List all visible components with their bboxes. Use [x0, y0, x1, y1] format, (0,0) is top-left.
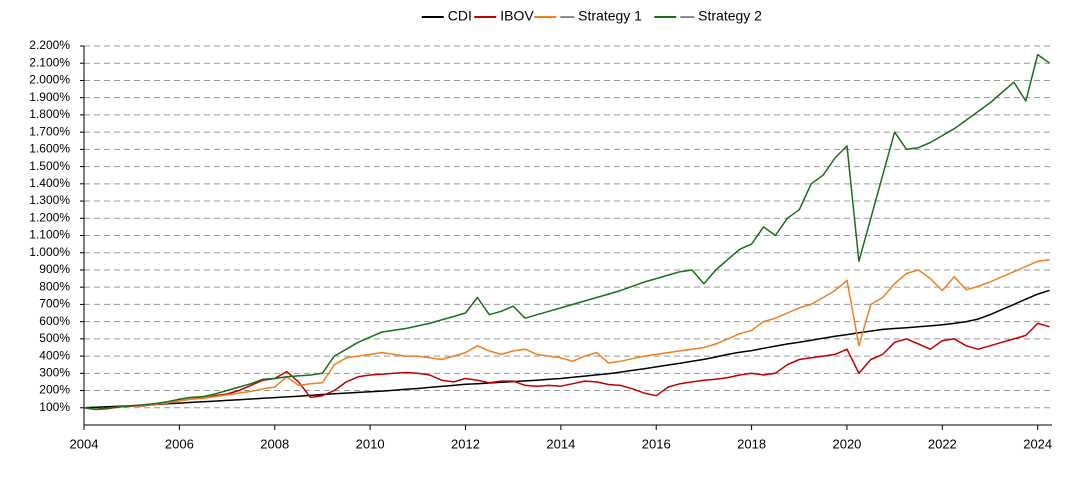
- y-tick-label: 1.600%: [29, 142, 70, 156]
- y-tick-label: 200%: [39, 383, 70, 397]
- y-tick-label: 1.000%: [29, 245, 70, 259]
- y-tick-label: 2.100%: [29, 55, 70, 69]
- y-tick-label: 500%: [39, 331, 70, 345]
- y-tick-label: 1.100%: [29, 228, 70, 242]
- y-tick-label: 2.000%: [29, 73, 70, 87]
- x-tick-label: 2020: [832, 436, 861, 451]
- y-tick-label: 1.700%: [29, 124, 70, 138]
- legend-label: CDI: [448, 8, 472, 24]
- x-tick-label: 2010: [356, 436, 385, 451]
- x-tick-label: 2012: [451, 436, 480, 451]
- legend-label: IBOV: [500, 8, 534, 24]
- y-tick-label: 2.200%: [29, 38, 70, 52]
- series-line: [83, 258, 1050, 410]
- series-line: [83, 322, 1050, 411]
- y-tick-label: 800%: [39, 279, 70, 293]
- series-line: [83, 53, 1051, 410]
- y-tick-label: 600%: [39, 314, 70, 328]
- x-tick-label: 2008: [260, 436, 289, 451]
- x-tick-label: 2022: [928, 436, 957, 451]
- y-tick-label: 1.200%: [29, 210, 70, 224]
- y-tick-label: 1.800%: [29, 107, 70, 121]
- x-tick-label: 2024: [1023, 436, 1052, 451]
- x-tick-label: 2018: [737, 436, 766, 451]
- y-tick-label: 700%: [39, 297, 70, 311]
- y-tick-label: 400%: [39, 348, 70, 362]
- series-line: [83, 289, 1050, 409]
- y-tick-label: 1.900%: [29, 90, 70, 104]
- y-tick-label: 1.300%: [29, 193, 70, 207]
- x-tick-label: 2006: [165, 436, 194, 451]
- y-tick-label: 1.500%: [29, 159, 70, 173]
- legend-label: — Strategy 2: [680, 8, 762, 24]
- x-tick-label: 2004: [70, 436, 99, 451]
- y-tick-label: 1.400%: [29, 176, 70, 190]
- y-tick-label: 300%: [39, 365, 70, 379]
- y-tick-label: 900%: [39, 262, 70, 276]
- x-tick-label: 2014: [546, 436, 575, 451]
- y-tick-label: 100%: [39, 400, 70, 414]
- legend-label: — Strategy 1: [560, 8, 642, 24]
- x-tick-label: 2016: [642, 436, 671, 451]
